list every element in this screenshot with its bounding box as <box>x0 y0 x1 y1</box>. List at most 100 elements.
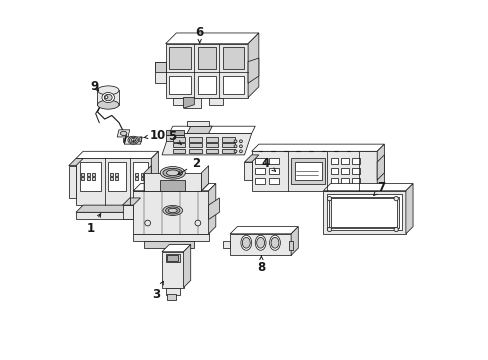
Bar <box>294 162 321 180</box>
Polygon shape <box>376 155 384 180</box>
Bar <box>115 173 118 176</box>
Polygon shape <box>208 198 219 220</box>
Polygon shape <box>405 184 412 234</box>
Bar <box>223 47 244 69</box>
Circle shape <box>239 140 242 143</box>
Polygon shape <box>144 241 194 248</box>
Polygon shape <box>133 191 208 234</box>
Polygon shape <box>323 191 405 234</box>
Bar <box>205 143 218 147</box>
Ellipse shape <box>165 207 180 214</box>
Bar <box>326 194 402 230</box>
Bar <box>268 168 278 174</box>
Polygon shape <box>144 173 201 191</box>
Polygon shape <box>69 166 76 198</box>
Bar <box>222 149 234 153</box>
Text: 2: 2 <box>178 157 200 175</box>
Polygon shape <box>144 166 151 191</box>
Polygon shape <box>290 226 298 255</box>
Bar <box>165 253 180 262</box>
Bar <box>165 135 183 140</box>
Bar <box>110 173 113 176</box>
Bar <box>140 177 143 180</box>
Ellipse shape <box>163 206 182 216</box>
Polygon shape <box>97 90 119 105</box>
Bar <box>255 158 265 164</box>
Bar <box>86 173 89 176</box>
Polygon shape <box>208 184 215 234</box>
Polygon shape <box>165 288 180 295</box>
Circle shape <box>234 140 237 143</box>
Bar <box>135 173 138 176</box>
Ellipse shape <box>168 208 177 213</box>
Ellipse shape <box>270 237 278 248</box>
Text: 7: 7 <box>373 181 385 195</box>
Bar <box>169 47 190 69</box>
Polygon shape <box>183 98 201 108</box>
Ellipse shape <box>166 170 179 176</box>
Ellipse shape <box>128 136 139 144</box>
Polygon shape <box>247 33 258 98</box>
Polygon shape <box>133 184 215 191</box>
Circle shape <box>393 227 398 231</box>
Bar <box>328 197 398 228</box>
Ellipse shape <box>97 86 119 95</box>
Polygon shape <box>124 137 142 144</box>
Polygon shape <box>76 212 151 220</box>
Polygon shape <box>230 234 290 255</box>
Polygon shape <box>183 244 190 288</box>
Bar <box>108 162 126 191</box>
Polygon shape <box>187 126 212 134</box>
Polygon shape <box>155 62 165 72</box>
Ellipse shape <box>160 167 185 179</box>
Polygon shape <box>69 158 83 166</box>
Bar <box>86 177 89 180</box>
Bar <box>351 178 359 184</box>
Bar <box>167 294 176 300</box>
Bar <box>268 178 278 184</box>
Circle shape <box>239 145 242 148</box>
Bar <box>351 168 359 174</box>
Bar <box>169 76 190 94</box>
Bar <box>289 241 292 250</box>
Ellipse shape <box>163 168 182 177</box>
Circle shape <box>326 227 331 231</box>
Polygon shape <box>122 198 140 205</box>
Polygon shape <box>162 244 190 252</box>
Bar <box>198 76 215 94</box>
Text: 1: 1 <box>87 214 101 235</box>
Circle shape <box>234 150 237 153</box>
Bar <box>351 158 359 164</box>
Circle shape <box>239 150 242 153</box>
Circle shape <box>393 197 398 201</box>
Polygon shape <box>122 205 133 220</box>
Polygon shape <box>144 184 208 191</box>
Polygon shape <box>201 166 208 191</box>
Bar <box>115 177 118 180</box>
Polygon shape <box>323 184 412 191</box>
Polygon shape <box>165 33 258 44</box>
Text: 9: 9 <box>90 80 99 93</box>
Polygon shape <box>183 98 194 108</box>
Polygon shape <box>251 151 376 191</box>
Ellipse shape <box>102 93 114 103</box>
Polygon shape <box>122 138 124 142</box>
Bar <box>140 173 143 176</box>
Ellipse shape <box>241 235 251 250</box>
Bar <box>92 177 95 180</box>
Polygon shape <box>140 137 142 142</box>
Ellipse shape <box>120 131 126 135</box>
Bar <box>80 162 101 191</box>
Ellipse shape <box>97 100 119 109</box>
Bar <box>187 121 208 126</box>
Text: 8: 8 <box>257 256 265 274</box>
Circle shape <box>144 220 150 226</box>
Bar <box>205 137 218 141</box>
Bar <box>255 168 265 174</box>
Bar <box>223 76 244 94</box>
Bar <box>330 198 396 226</box>
Circle shape <box>105 96 108 99</box>
Bar <box>330 178 338 184</box>
Bar <box>330 158 338 164</box>
Polygon shape <box>162 252 183 288</box>
